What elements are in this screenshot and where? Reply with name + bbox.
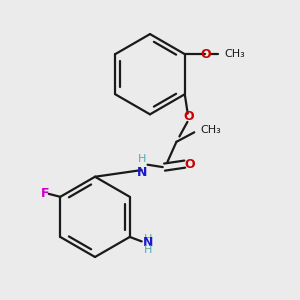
Text: N: N	[136, 166, 147, 179]
Text: F: F	[40, 187, 49, 200]
Text: O: O	[201, 48, 212, 61]
Text: H: H	[144, 245, 152, 255]
Text: O: O	[184, 158, 194, 171]
Text: H: H	[144, 234, 152, 244]
Text: H: H	[137, 154, 146, 164]
Text: CH₃: CH₃	[224, 49, 245, 59]
Text: N: N	[143, 236, 153, 249]
Text: CH₃: CH₃	[200, 124, 221, 135]
Text: O: O	[183, 110, 194, 123]
